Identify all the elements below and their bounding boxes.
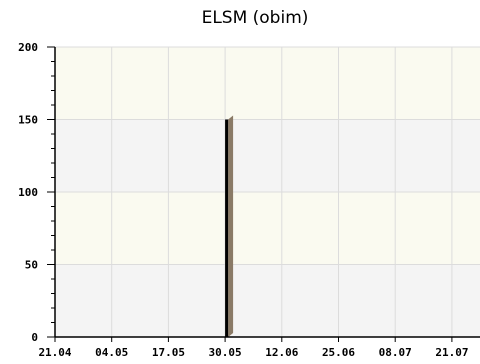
x-tick-label: 21.07 bbox=[435, 346, 468, 359]
x-tick-label: 21.04 bbox=[38, 346, 71, 359]
background-bands bbox=[55, 47, 480, 337]
x-tick-label: 12.06 bbox=[265, 346, 298, 359]
x-tick-label: 17.05 bbox=[152, 346, 185, 359]
bar-30.05 bbox=[225, 119, 229, 337]
bars bbox=[225, 115, 234, 337]
y-tick-label: 50 bbox=[25, 259, 38, 272]
chart-title: ELSM (obim) bbox=[202, 8, 309, 28]
y-tick-label: 200 bbox=[18, 41, 38, 54]
y-tick-label: 150 bbox=[18, 114, 38, 127]
x-tick-label: 30.05 bbox=[209, 346, 242, 359]
gridlines bbox=[55, 46, 480, 337]
x-tick-label: 25.06 bbox=[322, 346, 355, 359]
x-axis-ticks: 21.04 04.05 17.05 30.05 12.06 25.06 08.07 21.07 bbox=[38, 337, 468, 359]
band-3 bbox=[55, 47, 480, 120]
y-tick-label: 0 bbox=[31, 331, 38, 344]
bar-side-30.05 bbox=[228, 115, 234, 337]
x-tick-label: 08.07 bbox=[379, 346, 412, 359]
y-axis-ticks: 0 50 100 150 200 bbox=[18, 41, 55, 344]
band-2 bbox=[55, 119, 480, 192]
y-tick-label: 100 bbox=[18, 186, 38, 199]
x-tick-label: 04.05 bbox=[95, 346, 128, 359]
band-1 bbox=[55, 192, 480, 265]
band-0 bbox=[55, 264, 480, 337]
